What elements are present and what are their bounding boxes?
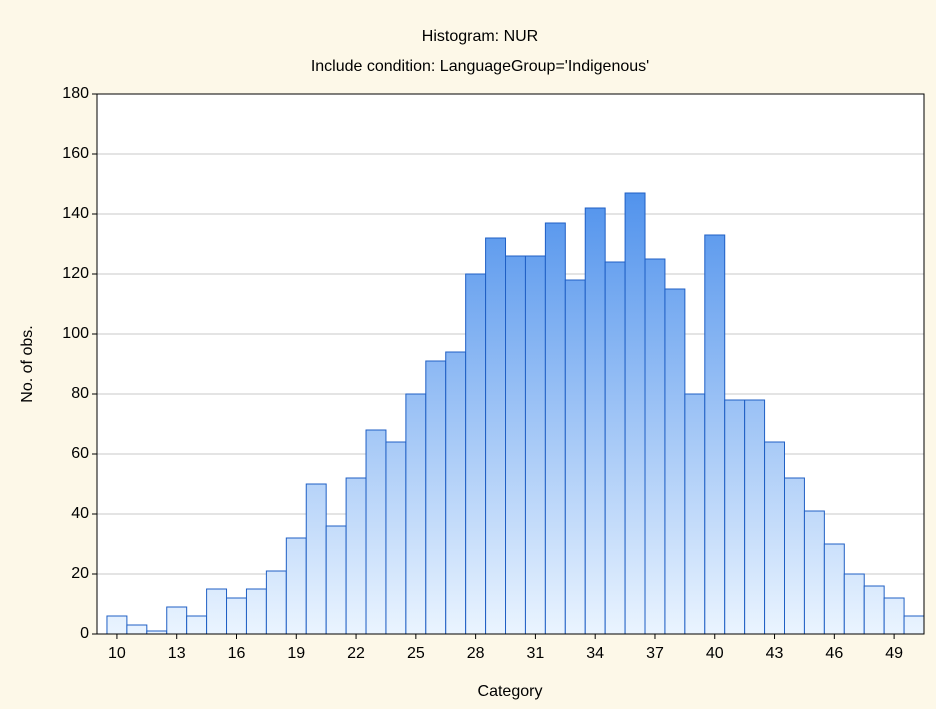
chart-subtitle: Include condition: LanguageGroup='Indige… <box>311 58 649 75</box>
bar <box>345 477 367 635</box>
x-tick-label: 22 <box>347 645 365 662</box>
y-tick-label: 80 <box>71 385 89 402</box>
y-tick-label: 60 <box>71 445 89 462</box>
x-tick-label: 19 <box>287 645 305 662</box>
bar <box>445 351 467 635</box>
y-axis-label: No. of obs. <box>19 325 36 402</box>
bar <box>485 237 507 635</box>
bar <box>186 615 208 635</box>
y-tick-label: 100 <box>62 325 89 342</box>
bar <box>465 273 487 635</box>
x-tick-label: 34 <box>586 645 604 662</box>
bar <box>126 624 148 635</box>
bar <box>524 255 546 635</box>
bar <box>106 615 128 635</box>
y-tick-label: 140 <box>62 205 89 222</box>
bar <box>584 207 606 635</box>
bar <box>784 477 805 635</box>
plot-frame <box>96 93 925 635</box>
x-tick-label: 49 <box>885 645 903 662</box>
x-tick-label: 13 <box>168 645 186 662</box>
y-tick-label: 40 <box>71 505 89 522</box>
y-tick-label: 120 <box>62 265 89 282</box>
bar <box>624 192 646 635</box>
bar <box>544 222 566 635</box>
y-tick-label: 180 <box>62 85 89 102</box>
y-tick-label: 20 <box>71 565 89 582</box>
bar <box>903 615 925 635</box>
bar <box>166 606 188 635</box>
bar <box>425 360 447 635</box>
bar <box>226 597 247 635</box>
x-tick-label: 31 <box>527 645 545 662</box>
bar <box>664 288 686 635</box>
bar <box>206 588 228 635</box>
bar <box>604 261 626 635</box>
bar <box>803 510 825 635</box>
x-axis-label: Category <box>478 683 543 700</box>
bar <box>724 399 746 635</box>
x-tick-label: 43 <box>766 645 784 662</box>
x-tick-label: 46 <box>825 645 843 662</box>
bar <box>644 258 666 635</box>
x-tick-label: 40 <box>706 645 724 662</box>
chart-title: Histogram: NUR <box>422 28 538 45</box>
bar <box>764 441 786 635</box>
x-tick-label: 16 <box>228 645 246 662</box>
bar <box>265 570 287 635</box>
bar <box>843 573 865 635</box>
bar <box>385 441 407 635</box>
bar <box>823 543 845 635</box>
x-tick-label: 10 <box>108 645 126 662</box>
bar <box>405 393 427 635</box>
bar <box>325 525 347 635</box>
bar <box>305 483 327 635</box>
bar <box>883 597 905 635</box>
bar <box>744 399 766 635</box>
bar <box>684 393 706 635</box>
bar <box>564 279 586 635</box>
bar <box>245 588 267 635</box>
x-tick-label: 28 <box>467 645 485 662</box>
y-tick-label: 160 <box>62 145 89 162</box>
x-tick-label: 25 <box>407 645 425 662</box>
x-tick-label: 37 <box>646 645 664 662</box>
bar <box>863 585 885 635</box>
y-tick-label: 0 <box>80 625 89 642</box>
bar <box>505 255 526 635</box>
bar <box>704 234 726 635</box>
bar <box>365 429 387 635</box>
bar <box>285 537 307 635</box>
